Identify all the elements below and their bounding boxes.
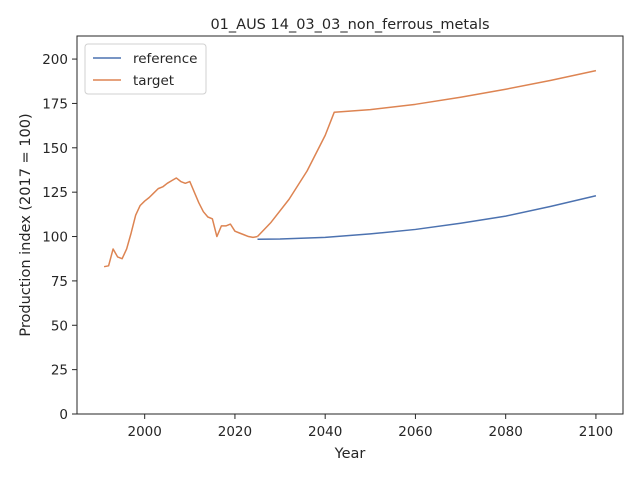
y-tick-label-25: 25 [51, 363, 68, 379]
x-tick-label-2100: 2100 [579, 424, 613, 440]
x-tick-label-2000: 2000 [128, 424, 162, 440]
x-tick-label-2040: 2040 [308, 424, 342, 440]
x-axis-label: Year [334, 446, 366, 462]
series-line-target [256, 69, 597, 238]
chart-title: 01_AUS 14_03_03_non_ferrous_metals [210, 17, 489, 33]
x-tick-label-2080: 2080 [488, 424, 522, 440]
y-tick-label-50: 50 [51, 318, 68, 334]
legend-box [84, 43, 207, 95]
y-tick-label-175: 175 [42, 96, 68, 112]
legend-label-target: target [133, 73, 174, 89]
x-tick-label-2020: 2020 [218, 424, 252, 440]
y-axis-label: Production index (2017 = 100) [18, 113, 34, 336]
plot-frame [76, 35, 624, 415]
legend: reference target [84, 43, 207, 95]
x-tick-label-2060: 2060 [398, 424, 432, 440]
y-tick-label-75: 75 [51, 274, 68, 290]
history-line [103, 177, 258, 268]
y-tick-label-100: 100 [42, 230, 68, 246]
legend-label-reference: reference [133, 51, 197, 67]
y-tick-label-125: 125 [42, 185, 68, 201]
y-tick-label-200: 200 [42, 52, 68, 68]
y-tick-label-150: 150 [42, 141, 68, 157]
series-line-reference [257, 194, 597, 240]
y-tick-label-0: 0 [59, 407, 68, 423]
